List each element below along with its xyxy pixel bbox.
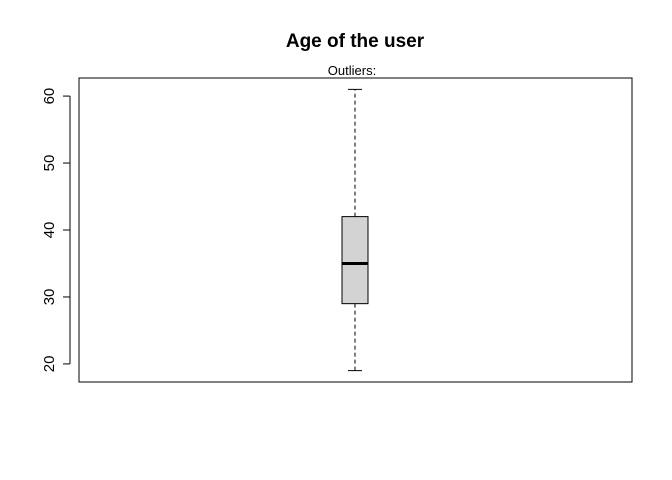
- y-tick-label: 60: [41, 88, 58, 105]
- iqr-box: [341, 216, 369, 305]
- y-tick-label: 40: [41, 222, 58, 239]
- chart-title: Age of the user: [286, 31, 425, 52]
- plot-frame: [78, 77, 633, 383]
- y-axis: 20 30 40 50 60: [41, 88, 71, 373]
- chart-subtitle: Outliers:: [328, 63, 376, 78]
- y-tick-label: 20: [41, 356, 58, 373]
- y-tick-label: 50: [41, 155, 58, 172]
- y-tick-label: 30: [41, 289, 58, 306]
- box-group: [341, 88, 369, 372]
